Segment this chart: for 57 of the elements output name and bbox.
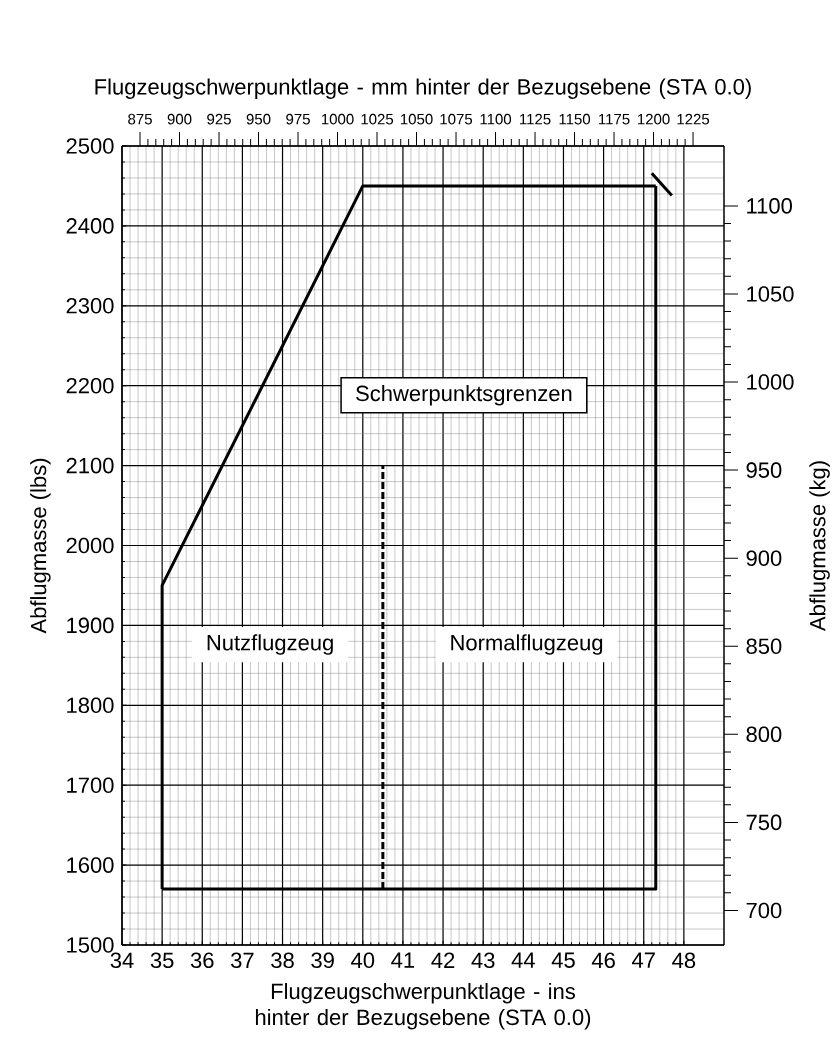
x-tick-label: 41 (391, 952, 415, 968)
x-tick-label: 44 (511, 952, 535, 968)
x2-tick-label: 1000 (321, 113, 354, 125)
x-tick-label: 34 (110, 952, 134, 969)
x-tick-label: 37 (230, 952, 254, 969)
y2-tick-label: 700 (746, 902, 782, 919)
y2-tick-label: 800 (746, 726, 782, 743)
y2-tick-label: 1100 (747, 198, 792, 214)
annotation: Schwerpunktsgrenzen (356, 385, 572, 406)
y2-tick-label: 850 (746, 638, 782, 655)
x2-tick-label: 1225 (677, 113, 709, 125)
x-tick-label: 36 (190, 952, 214, 969)
x-tick-label: 48 (672, 952, 696, 969)
y-tick-label: 2300 (66, 298, 114, 314)
x-tick-label: 39 (311, 952, 334, 969)
x-axis-title: Flugzeugschwerpunktlage - ins hinter der Bezugsebene (STA 0.0) (255, 982, 591, 1030)
y-axis-title: Abflugmasse (lbs) (30, 458, 51, 634)
y2-tick-label: 750 (746, 814, 782, 831)
x-tick-label: 45 (551, 952, 575, 968)
x2-tick-label: 925 (207, 113, 231, 125)
x2-tick-label: 1125 (519, 113, 551, 125)
y-tick-label: 2500 (66, 138, 114, 154)
x2-tick-label: 1025 (361, 113, 393, 125)
x2-axis-title: Flugzeugschwerpunktlage - mm hinter der Bezugsebene (STA 0.0) (95, 78, 751, 99)
x2-tick-label: 900 (167, 113, 192, 125)
x2-tick-label: 1050 (400, 113, 433, 125)
y-tick-label: 1700 (67, 777, 114, 793)
y2-tick-label: 1050 (747, 286, 794, 302)
y-tick-label: 2100 (66, 457, 114, 474)
x2-tick-label: 1100 (480, 113, 511, 125)
y-tick-label: 1600 (67, 857, 114, 873)
y2-tick-label: 950 (746, 462, 782, 478)
y2-tick-label: 900 (746, 550, 782, 566)
x-tick-label: 46 (591, 952, 615, 969)
annotation: Nutzflugzeug (207, 634, 333, 655)
x-tick-label: 40 (350, 952, 375, 969)
x-tick-label: 35 (150, 952, 174, 969)
x-tick-label: 47 (631, 952, 655, 968)
x2-tick-label: 875 (128, 113, 152, 125)
x2-tick-label: 950 (246, 113, 271, 125)
x2-tick-label: 1150 (559, 113, 590, 125)
annotation: Normalflugzeug (451, 634, 603, 655)
y2-tick-label: 1000 (747, 374, 794, 390)
y-tick-label: 2400 (66, 218, 114, 234)
y2-axis-title: Abflugmasse (kg) (809, 461, 830, 632)
y-tick-label: 1500 (67, 937, 114, 953)
x-tick-label: 42 (431, 952, 455, 968)
y-tick-label: 1800 (67, 697, 114, 714)
y-tick-label: 2200 (66, 377, 114, 394)
x2-tick-label: 1175 (598, 113, 630, 125)
y-tick-label: 1900 (67, 617, 114, 634)
x2-tick-label: 1200 (637, 113, 670, 125)
x2-tick-label: 975 (286, 113, 310, 125)
x-tick-label: 43 (471, 952, 495, 969)
x2-tick-label: 1075 (440, 113, 472, 125)
y-tick-label: 2000 (66, 537, 114, 554)
x-tick-label: 38 (271, 952, 294, 969)
